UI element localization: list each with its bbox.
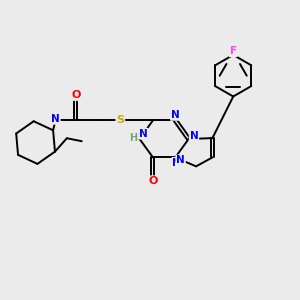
Text: O: O [148,176,158,186]
Text: H: H [129,133,137,142]
Text: N: N [139,129,148,139]
Text: O: O [71,90,80,100]
Text: N: N [172,158,181,168]
Text: N: N [190,131,198,141]
Text: N: N [51,114,60,124]
Text: N: N [171,110,180,120]
Text: F: F [230,46,237,56]
Text: S: S [116,115,124,125]
Text: N: N [176,155,185,165]
